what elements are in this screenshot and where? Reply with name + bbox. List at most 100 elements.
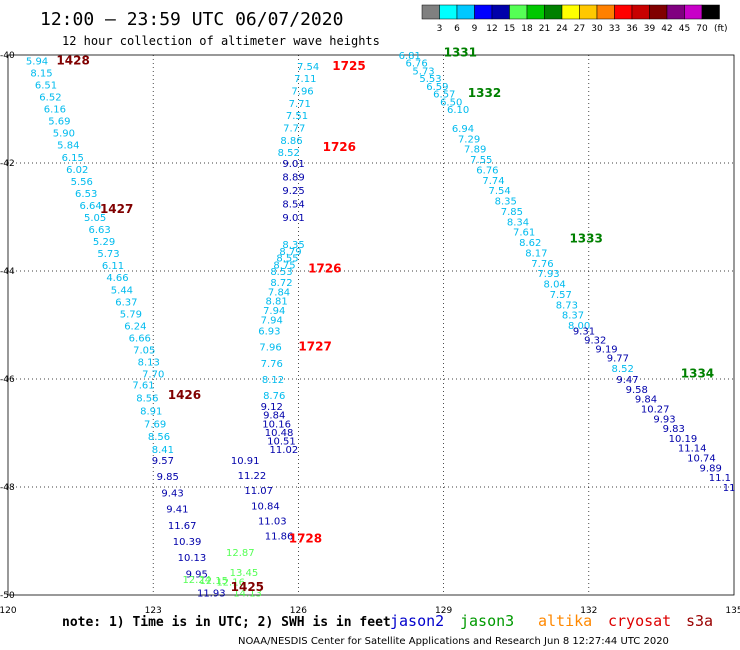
pass-labels: 1428 1427 1426 1425 1725 1726 1726 1727 1728 1331… [56, 45, 714, 594]
wave-height-value: 6.24 [124, 321, 146, 332]
wave-height-value: 6.76 [406, 59, 428, 70]
wave-height-value: 11.07 [244, 486, 273, 497]
wave-height-value: 8.73 [556, 300, 578, 311]
wave-height-value: 9.25 [282, 186, 304, 197]
wave-height-value: 8.52 [612, 364, 634, 375]
wave-height-value: 12.15 [199, 576, 228, 587]
legend-swatch [666, 4, 685, 20]
wave-height-value: 6.81 [399, 51, 421, 62]
wave-height-value: 10.91 [231, 456, 260, 467]
chart-title: 12:00 – 23:59 UTC 06/07/2020 [40, 9, 343, 30]
wave-height-value: 10.13 [178, 553, 207, 564]
legend-label: 12 [486, 24, 497, 34]
wave-height-value: 7.71 [289, 99, 311, 110]
wave-height-value: 8.75 [273, 260, 295, 271]
wave-height-value: 11.67 [168, 521, 197, 532]
wave-height-value: 7.61 [132, 380, 154, 391]
wave-height-value: 7.61 [513, 228, 535, 239]
wave-height-value: 7.54 [489, 186, 511, 197]
legend-swatch [561, 4, 580, 20]
wave-height-value: 10.74 [687, 454, 716, 465]
wave-height-value: 8.56 [136, 393, 158, 404]
legend-label: 27 [574, 24, 585, 34]
wave-height-value: 7.11 [294, 74, 316, 85]
wave-height-value: 6.94 [452, 124, 474, 135]
wave-height-value: 7.57 [550, 290, 572, 301]
wave-height-value: 9.01 [282, 213, 304, 224]
wave-height-value: 12.24 [182, 575, 211, 586]
wave-height-value: 7.69 [144, 419, 166, 430]
legend-swatch [544, 4, 563, 20]
wave-height-value: 10.19 [669, 434, 698, 445]
wave-height-value: 11.86 [265, 532, 294, 543]
wave-height-value: 5.73 [412, 66, 434, 77]
wave-height-value: 9.32 [584, 335, 606, 346]
legend-label: 42 [661, 24, 672, 34]
wave-height-value: 7.77 [283, 124, 305, 135]
plot-frame [7, 54, 735, 596]
wave-height-value: 10.48 [265, 428, 294, 439]
satellite-legend-jason3: jason3 [460, 612, 514, 630]
wave-height-value: 6.16 [44, 105, 66, 116]
satellite-legend: jason2 jason3 altika cryosat s3a [390, 612, 713, 630]
wave-height-value: 5.44 [111, 285, 133, 296]
wave-height-value: 5.84 [57, 141, 79, 152]
wave-height-value: 6.11 [102, 261, 124, 272]
wave-height-value: 8.04 [544, 280, 566, 291]
wave-height-value: 7.96 [259, 343, 281, 354]
x-tick-label: 129 [435, 606, 452, 616]
legend-label: 15 [504, 24, 515, 34]
legend-swatch [596, 4, 615, 20]
wave-height-value: 9.84 [263, 411, 285, 422]
legend-label: 36 [626, 24, 638, 34]
wave-height-value: 8.15 [30, 68, 52, 79]
wave-height-value: 10.27 [641, 404, 670, 415]
pass-number-label: 1428 [56, 53, 89, 67]
wave-height-value: 6.63 [88, 225, 110, 236]
wave-height-value: 8.81 [265, 297, 287, 308]
wave-height-value: 5.73 [97, 249, 119, 260]
legend-swatch [701, 4, 720, 20]
pass-number-label: 1726 [323, 140, 356, 154]
x-tick-label: 123 [145, 606, 162, 616]
wave-height-value: 7.05 [133, 346, 155, 357]
wave-height-value: 12.87 [226, 548, 255, 559]
footer-credit: NOAA/NESDIS Center for Satellite Applica… [238, 636, 669, 647]
wave-height-value: 8.52 [278, 148, 300, 159]
wave-height-value: 7.94 [263, 306, 285, 317]
wave-height-value: 8.12 [262, 375, 284, 386]
pass-number-label: 1331 [444, 45, 477, 59]
x-tick-label: 126 [290, 606, 307, 616]
x-tick-label: 135 [725, 606, 740, 616]
y-tick-label: -48 [0, 483, 15, 493]
wave-height-value: 5.29 [93, 237, 115, 248]
wave-height-value: 9.12 [261, 402, 283, 413]
wave-height-value: 6.52 [39, 93, 61, 104]
wave-height-value: 8.56 [148, 432, 170, 443]
wave-height-value: 9.01 [282, 159, 304, 170]
pass-number-label: 1426 [168, 388, 201, 402]
legend-swatch [614, 4, 633, 20]
y-tick-label: -46 [0, 375, 15, 385]
wave-height-value: 8.35 [282, 240, 304, 251]
wave-height-value: 9.83 [663, 424, 685, 435]
satellite-legend-s3a: s3a [686, 612, 713, 630]
wave-height-value: 5.53 [419, 74, 441, 85]
wave-height-value: 7.55 [470, 155, 492, 166]
wave-height-value: 9.43 [161, 488, 183, 499]
wave-height-value: 8.53 [270, 267, 292, 278]
wave-height-value: 6.53 [75, 189, 97, 200]
wave-height-value: 8.62 [519, 238, 541, 249]
plot-area: 120 123 126 129 132 135 -40 -42 -44 -46 -48 -50 5.9… [0, 45, 740, 616]
chart-subtitle: 12 hour collection of altimeter wave hei… [62, 34, 380, 48]
wave-height-value: 6.37 [115, 297, 137, 308]
wave-height-value: 5.05 [84, 213, 106, 224]
wave-height-value: 11.14 [678, 444, 707, 455]
wave-height-value: 6.57 [433, 90, 455, 101]
legend-swatch [509, 4, 528, 20]
wave-height-value: 5.69 [48, 117, 70, 128]
wave-height-value: 9.85 [157, 472, 179, 483]
wave-height-value: 11.02 [270, 445, 299, 456]
wave-height-value: 10.16 [262, 419, 291, 430]
